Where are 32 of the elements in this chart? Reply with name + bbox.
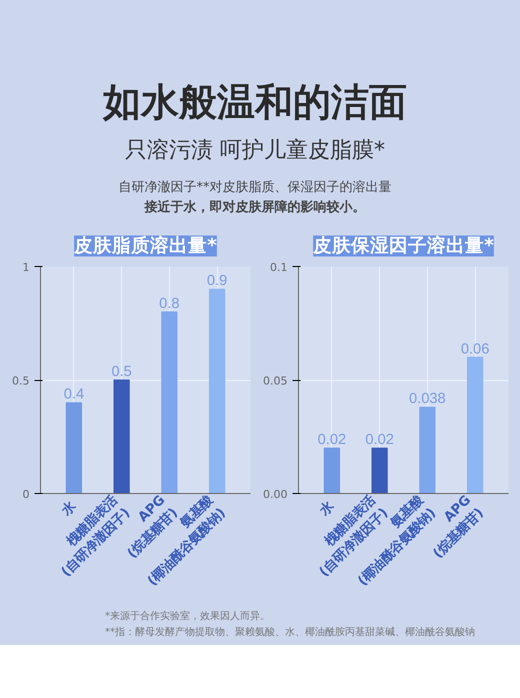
data-label: 0.02 bbox=[318, 432, 346, 448]
data-label: 0.5 bbox=[111, 364, 132, 380]
chart-title: 皮肤保湿因子溶出量* bbox=[312, 234, 494, 256]
bar bbox=[66, 402, 82, 494]
y-tick-label: 0.5 bbox=[12, 374, 30, 388]
bar bbox=[324, 447, 340, 494]
y-tick-label: 0.1 bbox=[270, 260, 288, 274]
bar bbox=[208, 288, 226, 494]
y-tick-label: 0.05 bbox=[263, 374, 288, 388]
x-tick-label: 水 bbox=[316, 498, 338, 520]
data-label: 0.8 bbox=[159, 296, 180, 312]
bar bbox=[419, 406, 436, 494]
text: 自研净澈因子**对皮肤脂质、保湿因子的溶出量 bbox=[118, 178, 392, 197]
data-label: 0.038 bbox=[409, 391, 446, 408]
data-label: 0.06 bbox=[460, 341, 490, 358]
x-tick-label: 水 bbox=[58, 498, 80, 520]
data-label: 0.9 bbox=[206, 273, 228, 290]
text: 如水般温和的洁面 bbox=[102, 79, 408, 126]
bar bbox=[372, 447, 388, 494]
data-label: 0.4 bbox=[64, 386, 84, 403]
y-tick-label: 1 bbox=[22, 260, 30, 274]
data-label: 0.02 bbox=[365, 432, 394, 448]
y-tick-label: 0.00 bbox=[263, 488, 288, 501]
text: 只溶污渍 呵护儿童皮脂膜* bbox=[124, 137, 386, 166]
text: *来源于合作实验室，效果因人而异。 bbox=[105, 610, 271, 624]
bar bbox=[466, 356, 484, 494]
bar bbox=[114, 379, 130, 494]
y-tick-label: 0 bbox=[22, 488, 30, 501]
text: **指：酵母发酵产物提取物、聚赖氨酸、水、椰油酰胺丙基甜菜碱、椰油酰谷氨酸钠 bbox=[105, 626, 476, 640]
bar bbox=[161, 311, 178, 494]
chart-title: 皮肤脂质溶出量* bbox=[73, 234, 218, 256]
text: 接近于水，即对皮肤屏障的影响较小。 bbox=[143, 199, 366, 218]
